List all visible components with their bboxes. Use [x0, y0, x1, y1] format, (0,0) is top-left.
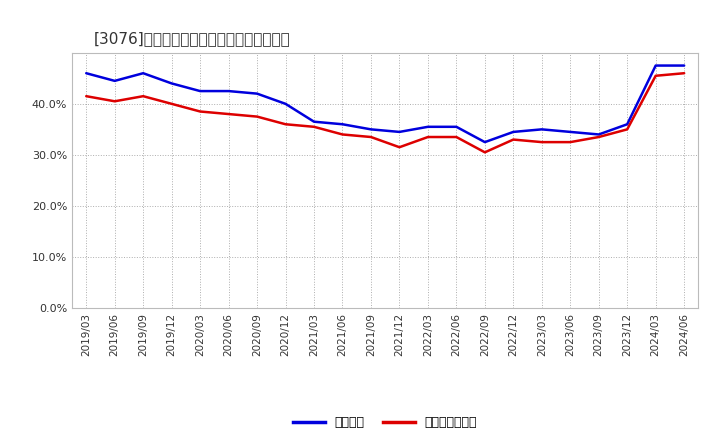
固定比率	[139, 70, 148, 76]
固定長期適合率	[537, 139, 546, 145]
固定長期適合率	[452, 134, 461, 139]
固定長期適合率	[566, 139, 575, 145]
固定比率	[452, 124, 461, 129]
固定比率	[282, 101, 290, 106]
固定長期適合率	[652, 73, 660, 78]
固定比率	[110, 78, 119, 84]
固定比率	[167, 81, 176, 86]
固定長期適合率	[310, 124, 318, 129]
固定比率	[566, 129, 575, 135]
固定比率	[595, 132, 603, 137]
固定長期適合率	[623, 127, 631, 132]
固定長期適合率	[282, 121, 290, 127]
Line: 固定長期適合率: 固定長期適合率	[86, 73, 684, 152]
Line: 固定比率: 固定比率	[86, 66, 684, 142]
Text: [3076]　固定比率、固定長期適合率の推移: [3076] 固定比率、固定長期適合率の推移	[94, 31, 290, 46]
Legend: 固定比率, 固定長期適合率: 固定比率, 固定長期適合率	[288, 411, 482, 434]
固定長期適合率	[423, 134, 432, 139]
固定比率	[623, 121, 631, 127]
固定長期適合率	[480, 150, 489, 155]
固定比率	[82, 70, 91, 76]
固定比率	[652, 63, 660, 68]
固定長期適合率	[253, 114, 261, 119]
固定比率	[423, 124, 432, 129]
固定長期適合率	[196, 109, 204, 114]
固定長期適合率	[595, 134, 603, 139]
固定長期適合率	[366, 134, 375, 139]
固定長期適合率	[395, 145, 404, 150]
固定長期適合率	[680, 70, 688, 76]
固定比率	[310, 119, 318, 125]
固定長期適合率	[82, 94, 91, 99]
固定長期適合率	[509, 137, 518, 142]
固定比率	[196, 88, 204, 94]
固定比率	[395, 129, 404, 135]
固定長期適合率	[139, 94, 148, 99]
固定比率	[338, 121, 347, 127]
固定長期適合率	[338, 132, 347, 137]
固定長期適合率	[225, 111, 233, 117]
固定比率	[537, 127, 546, 132]
固定比率	[225, 88, 233, 94]
固定比率	[680, 63, 688, 68]
固定長期適合率	[110, 99, 119, 104]
固定長期適合率	[167, 101, 176, 106]
固定比率	[509, 129, 518, 135]
固定比率	[253, 91, 261, 96]
固定比率	[366, 127, 375, 132]
固定比率	[480, 139, 489, 145]
